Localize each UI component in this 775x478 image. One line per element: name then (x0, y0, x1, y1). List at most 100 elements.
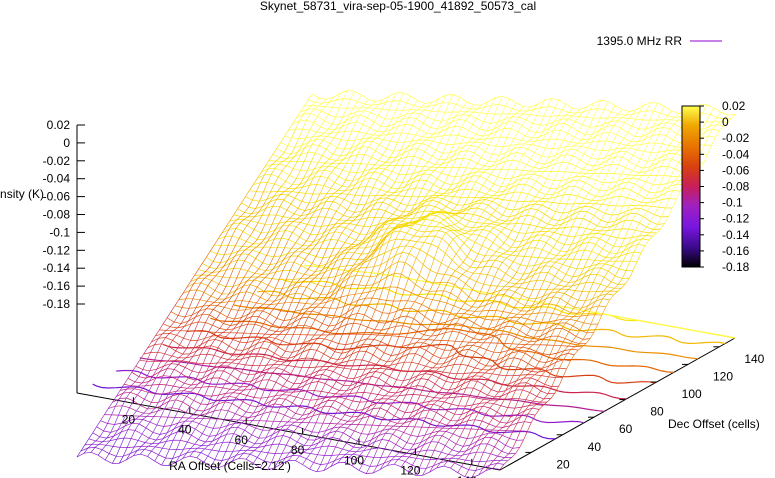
surface-segment (300, 210, 306, 216)
surface-segment (200, 277, 205, 283)
surface-segment (228, 451, 234, 459)
surface-segment (132, 410, 137, 416)
surface-segment (361, 186, 367, 197)
surface-segment (532, 280, 538, 290)
surface-segment (414, 363, 419, 372)
surface-segment (516, 430, 521, 441)
surface-segment (283, 365, 288, 371)
surface-segment (347, 202, 352, 210)
surface-segment (216, 409, 222, 420)
surface-segment (362, 401, 368, 410)
surface-segment (302, 181, 307, 188)
surface-segment (574, 349, 579, 355)
surface-segment (414, 219, 419, 224)
surface-segment (372, 415, 377, 426)
surface-segment (194, 269, 199, 276)
surface-segment (387, 219, 393, 222)
surface-segment (600, 157, 606, 165)
surface-segment (670, 168, 675, 177)
surface-mesh (76, 90, 736, 478)
surface-segment (300, 259, 306, 266)
surface-segment (597, 315, 603, 325)
surface-segment (437, 102, 443, 112)
surface-segment (645, 175, 650, 183)
surface-segment (312, 131, 317, 137)
surface-segment (433, 400, 438, 405)
surface-segment (459, 383, 464, 391)
surface-segment (567, 126, 572, 134)
surface-segment (304, 422, 310, 430)
x-tick-label: 120 (400, 464, 420, 478)
surface-segment (544, 376, 549, 385)
surface-segment (298, 294, 303, 303)
surface-segment (301, 193, 306, 202)
surface-segment (329, 299, 335, 309)
surface-segment (229, 214, 234, 222)
surface-segment (485, 359, 491, 367)
surface-segment (170, 360, 176, 364)
surface-segment (355, 115, 361, 123)
surface-segment (269, 421, 274, 431)
surface-segment (476, 339, 481, 343)
surface-segment (666, 175, 672, 184)
surface-segment (410, 204, 415, 212)
surface-segment (352, 172, 357, 182)
surface-segment (197, 331, 202, 341)
surface-segment (151, 335, 156, 343)
surface-segment (596, 173, 601, 181)
surface-segment (422, 396, 428, 403)
surface-segment (296, 334, 301, 345)
surface-segment (570, 248, 575, 254)
surface-segment (340, 190, 346, 194)
surface-segment (529, 109, 534, 115)
surface-segment (256, 172, 262, 179)
y-axis-label: Dec Offset (cells) (668, 417, 760, 431)
surface-segment (304, 141, 310, 148)
surface-segment (237, 422, 242, 428)
surface-segment (542, 344, 548, 355)
surface-segment (543, 393, 549, 400)
surface-segment (315, 193, 321, 203)
surface-segment (285, 286, 290, 294)
surface-segment (560, 244, 565, 252)
surface-segment (574, 226, 580, 237)
surface-segment (499, 191, 505, 196)
surface-segment (461, 459, 466, 467)
surface-segment (290, 197, 296, 205)
surface-segment (250, 443, 256, 448)
surface-segment (475, 226, 480, 231)
surface-segment (281, 457, 286, 464)
surface-segment (502, 193, 508, 200)
surface-segment (492, 236, 498, 243)
surface-segment (231, 245, 236, 254)
surface-segment (126, 392, 131, 399)
surface-segment (433, 441, 439, 451)
surface-segment (336, 204, 341, 212)
surface-segment (268, 372, 274, 380)
surface-segment (505, 438, 510, 446)
surface-segment (489, 184, 494, 191)
surface-segment (301, 137, 306, 146)
surface-segment (193, 447, 198, 452)
surface-segment (229, 328, 234, 334)
surface-segment (529, 337, 534, 343)
surface-segment (484, 369, 490, 374)
surface-segment (383, 411, 388, 419)
surface-segment (411, 414, 416, 421)
surface-segment (210, 401, 216, 409)
surface-segment (338, 222, 343, 227)
surface-segment (354, 424, 359, 432)
surface-segment (492, 192, 498, 196)
surface-segment (545, 293, 551, 299)
surface-segment (488, 255, 493, 261)
surface-segment (378, 430, 383, 436)
surface-segment (462, 150, 468, 159)
surface-segment (528, 173, 534, 179)
surface-segment (472, 342, 477, 346)
surface-segment (335, 163, 340, 168)
surface-segment (386, 222, 392, 229)
surface-segment (386, 355, 392, 362)
surface-segment (184, 308, 190, 318)
surface-segment (371, 101, 376, 106)
surface-segment (403, 222, 408, 226)
